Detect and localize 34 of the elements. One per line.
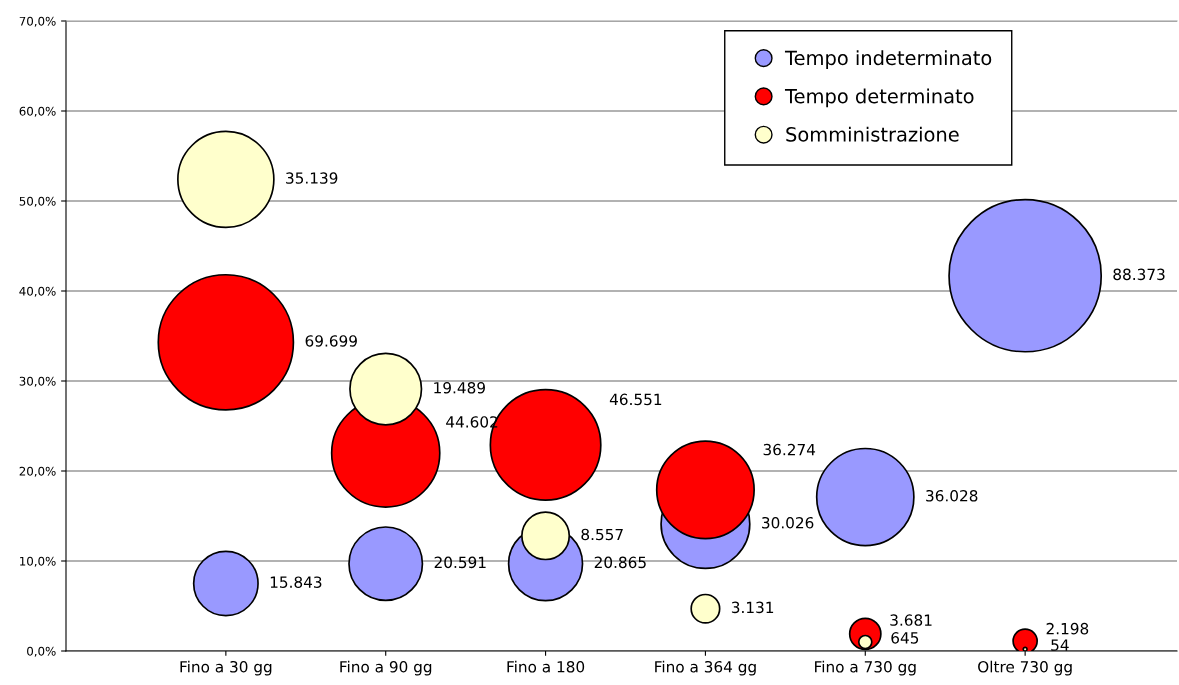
legend-label: Tempo indeterminato <box>784 50 992 69</box>
annotation: 20.865 <box>594 556 646 569</box>
annotation: 46.551 <box>609 393 662 406</box>
x-tick-label: Oltre 730 gg <box>978 660 1072 676</box>
x-tick-label: Fino a 180 <box>507 660 585 673</box>
y-tick-label: 60,0% <box>19 106 56 117</box>
annotation: 3.131 <box>731 601 774 614</box>
annotation: 2.198 <box>1046 622 1089 635</box>
legend-label: Somministrazione <box>786 126 959 142</box>
y-tick-label: 10,0% <box>20 556 56 567</box>
y-tick-label: 20,0% <box>19 466 56 477</box>
annotation: 8.557 <box>581 528 623 541</box>
legend-label: Tempo determinato <box>784 88 974 108</box>
annotation: 35.139 <box>286 172 338 184</box>
x-tick-label: Fino a 730 gg <box>815 660 916 676</box>
annotation: 645 <box>891 632 919 644</box>
annotation: 88.373 <box>1113 268 1165 281</box>
annotation: 69.699 <box>305 335 357 347</box>
annotation: 19.489 <box>434 381 485 394</box>
y-tick-label: 40,0% <box>19 286 56 297</box>
x-tick-label: Fino a 30 gg <box>180 660 272 676</box>
y-tick-label: 50,0% <box>19 196 56 207</box>
x-tick-label: Fino a 364 gg <box>655 660 756 676</box>
annotation: 36.274 <box>763 443 816 456</box>
annotation: 30.026 <box>762 516 814 529</box>
annotation: 15.843 <box>270 576 322 588</box>
annotation: 20.591 <box>434 556 486 569</box>
annotation: 3.681 <box>890 614 932 626</box>
y-tick-label: 30,0% <box>19 376 56 387</box>
y-tick-label: 70,0% <box>19 16 56 27</box>
x-tick-label: Fino a 90 gg <box>340 660 432 676</box>
annotation: 36.028 <box>926 489 978 502</box>
annotation: 54 <box>1051 639 1069 651</box>
y-tick-label: 0,0% <box>27 646 56 657</box>
